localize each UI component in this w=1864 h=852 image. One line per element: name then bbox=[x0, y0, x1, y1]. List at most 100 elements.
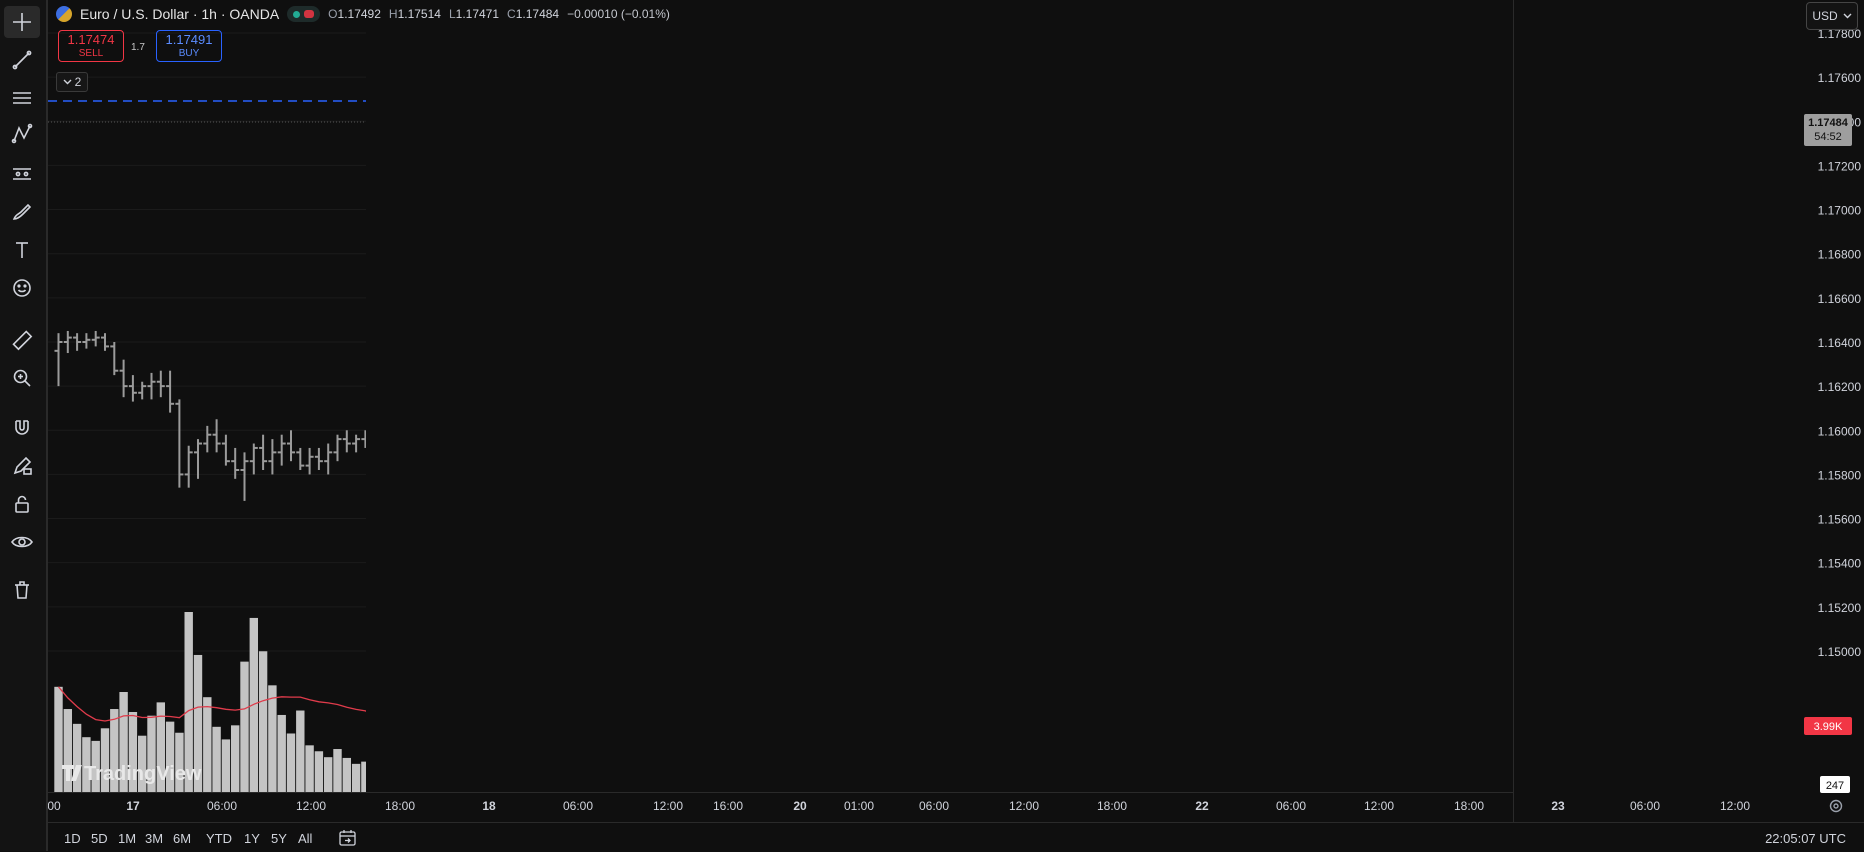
volume-bar bbox=[333, 749, 342, 792]
chevron-down-icon bbox=[1843, 13, 1852, 19]
price-bar bbox=[314, 447, 323, 471]
volume-bar bbox=[240, 661, 249, 792]
volume-bar bbox=[231, 725, 240, 792]
crosshair-icon bbox=[13, 13, 31, 31]
currency-selector[interactable]: USD bbox=[1806, 2, 1858, 30]
zoom-in-icon bbox=[13, 369, 31, 387]
indicators-count: 2 bbox=[74, 75, 82, 89]
volume-ma-label: 3.99K bbox=[1814, 721, 1843, 733]
trend-line-tool-button[interactable] bbox=[4, 44, 40, 76]
volume-bar bbox=[193, 654, 203, 792]
volume-bar bbox=[342, 757, 351, 792]
volume-bar bbox=[119, 692, 128, 792]
time-tick-label: 17 bbox=[126, 799, 140, 813]
price-bar bbox=[63, 330, 72, 354]
volume-bar bbox=[203, 697, 212, 792]
volume-ma-marker bbox=[1804, 717, 1852, 735]
emoji-tool-button[interactable] bbox=[4, 272, 40, 304]
brush-tool-button[interactable] bbox=[4, 196, 40, 228]
price-bar bbox=[352, 434, 361, 453]
price-bar bbox=[73, 333, 82, 351]
price-tick-label: 1.17800 bbox=[1818, 27, 1862, 41]
spread-value: 1.7 bbox=[131, 42, 145, 53]
price-bar bbox=[268, 439, 277, 475]
zoom-in-tool-button[interactable] bbox=[4, 362, 40, 394]
price-bar bbox=[175, 399, 184, 488]
range-1m[interactable]: 1M bbox=[118, 831, 137, 846]
time-tick-label: 18 bbox=[482, 799, 496, 813]
lock-pencil-tool-button[interactable] bbox=[4, 450, 40, 482]
euro-dollar-flag-icon bbox=[56, 6, 72, 22]
price-bar bbox=[138, 381, 147, 400]
price-bar bbox=[119, 359, 128, 398]
time-tick-label: 06:00 bbox=[919, 799, 949, 813]
sell-label: SELL bbox=[78, 48, 104, 59]
eye-icon bbox=[11, 536, 33, 548]
eye-tool-button[interactable] bbox=[4, 526, 40, 558]
last-price-label: 1.17484 bbox=[1808, 117, 1849, 129]
price-bar bbox=[231, 447, 240, 479]
volume-bar bbox=[212, 726, 221, 792]
volume-bar bbox=[184, 612, 193, 792]
text-icon bbox=[16, 242, 28, 258]
price-bar bbox=[287, 430, 295, 462]
time-tick-label: 12:00 bbox=[1009, 799, 1039, 813]
low-label: L bbox=[448, 7, 456, 21]
range-1y[interactable]: 1Y bbox=[244, 831, 260, 846]
chart-area[interactable]: TradingView1.178001.176001.174001.172001… bbox=[48, 0, 1864, 822]
buy-price: 1.17491 bbox=[165, 32, 213, 47]
time-tick-label: 01:00 bbox=[844, 799, 874, 813]
high-value: 1.17514 bbox=[397, 7, 441, 21]
horizontal-lines-tool-button[interactable] bbox=[4, 82, 40, 114]
settings-icon[interactable] bbox=[1828, 798, 1844, 814]
price-tick-label: 1.16400 bbox=[1818, 336, 1862, 350]
time-tick-label: 23 bbox=[1551, 799, 1565, 813]
range-5y[interactable]: 5Y bbox=[271, 831, 287, 846]
time-tick-label: 12:00 bbox=[1720, 799, 1750, 813]
data-delay-icon bbox=[304, 10, 315, 18]
time-tick-label: 22 bbox=[1195, 799, 1209, 813]
price-bar bbox=[333, 434, 342, 462]
price-bar bbox=[166, 370, 175, 413]
indicators-collapse-button[interactable]: 2 bbox=[56, 72, 88, 92]
range-1d[interactable]: 1D bbox=[64, 831, 81, 846]
price-bar bbox=[82, 333, 91, 349]
range-all[interactable]: All bbox=[298, 831, 313, 846]
crosshair-tool-button[interactable] bbox=[4, 6, 40, 38]
volume-bar bbox=[138, 735, 147, 792]
left-toolbar bbox=[0, 0, 48, 851]
ohlc-values: O1.17492 H1.17514 L1.17471 C1.17484 −0.0… bbox=[328, 7, 670, 21]
magnet-tool-button[interactable] bbox=[4, 412, 40, 444]
trend-line-icon bbox=[12, 50, 32, 70]
ruler-tool-button[interactable] bbox=[4, 324, 40, 356]
market-status-badge[interactable] bbox=[287, 6, 321, 22]
price-bar bbox=[296, 447, 305, 471]
pattern-tool-button[interactable] bbox=[4, 118, 40, 150]
range-3m[interactable]: 3M bbox=[145, 831, 164, 846]
buy-button[interactable]: 1.17491 BUY bbox=[156, 30, 222, 62]
utc-clock[interactable]: 22:05:07 UTC bbox=[1765, 831, 1846, 846]
volume-bar bbox=[72, 723, 82, 792]
price-tick-label: 1.15800 bbox=[1818, 468, 1862, 482]
price-tick-label: 1.15000 bbox=[1818, 645, 1862, 659]
range-6m[interactable]: 6M bbox=[173, 831, 192, 846]
time-tick-label: 06:00 bbox=[1276, 799, 1306, 813]
price-tick-label: 1.16200 bbox=[1818, 380, 1862, 394]
trash-tool-button[interactable] bbox=[4, 574, 40, 606]
symbol-title[interactable]: Euro / U.S. Dollar · 1h · OANDA bbox=[80, 6, 280, 22]
volume-bar bbox=[54, 686, 63, 792]
volume-bar bbox=[110, 709, 119, 792]
fib-tool-button[interactable] bbox=[4, 158, 40, 190]
sell-button[interactable]: 1.17474 SELL bbox=[58, 30, 124, 62]
range-ytd[interactable]: YTD bbox=[206, 831, 232, 846]
go-to-date-icon[interactable] bbox=[338, 829, 358, 847]
volume-bar bbox=[268, 685, 277, 792]
range-5d[interactable]: 5D bbox=[91, 831, 108, 846]
price-tick-label: 1.16800 bbox=[1818, 248, 1862, 262]
volume-bar bbox=[128, 712, 138, 792]
lock-pencil-icon bbox=[13, 456, 32, 475]
text-tool-button[interactable] bbox=[4, 234, 40, 266]
magnet-icon bbox=[15, 420, 29, 435]
currency-label: USD bbox=[1812, 9, 1838, 23]
lock-tool-button[interactable] bbox=[4, 488, 40, 520]
